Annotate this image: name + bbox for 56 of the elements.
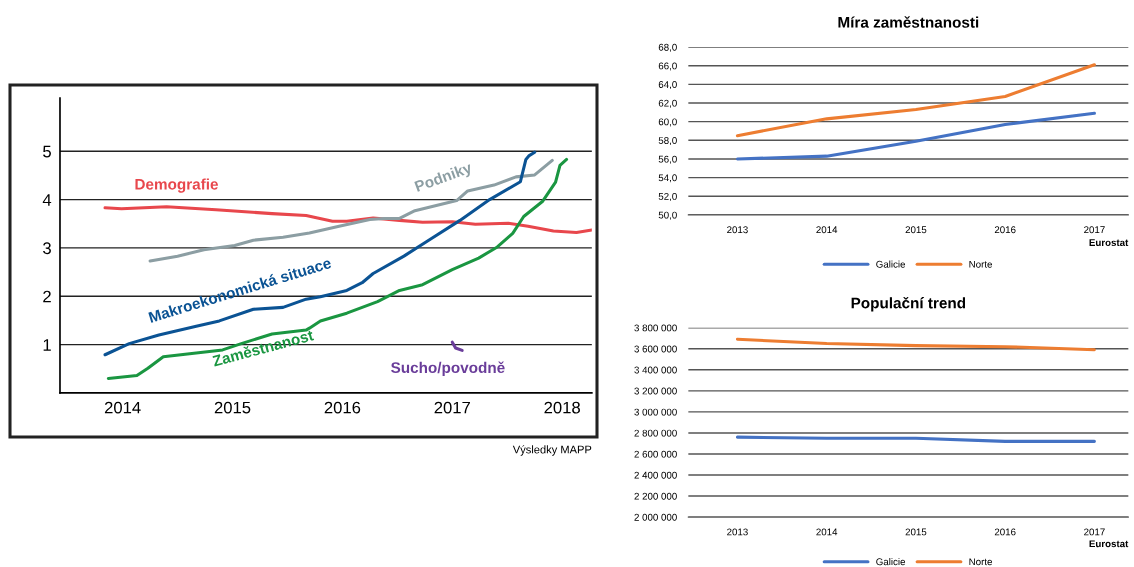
y-tick-label: 2 (43, 290, 51, 303)
line-series (106, 157, 569, 380)
line-series (103, 205, 592, 234)
y-tick-label: 2 800 000 (634, 429, 677, 437)
y-tick-label: 5 (43, 145, 51, 158)
y-tick-label: 56,0 (658, 155, 677, 164)
y-tick-label: 50,0 (658, 211, 677, 220)
legend-label: Galicie (876, 260, 906, 268)
x-tick-label: 2016 (994, 226, 1016, 234)
x-tick-label: 2015 (214, 401, 251, 414)
y-tick-label: 3 400 000 (634, 366, 677, 374)
x-tick-label: 2013 (727, 226, 748, 234)
x-tick-label: 2017 (1084, 528, 1105, 536)
y-tick-label: 66,0 (658, 62, 677, 71)
text: Eurostat (1089, 540, 1129, 548)
y-tick-label: 3 800 000 (634, 324, 677, 332)
y-tick-label: 62,0 (658, 99, 677, 108)
series-label: Demografie (135, 178, 218, 193)
y-tick-label: 2 200 000 (634, 492, 677, 500)
y-tick-label: 54,0 (658, 174, 677, 183)
line-series (735, 337, 1096, 352)
y-tick-label: 2 000 000 (634, 513, 677, 521)
x-tick-label: 2016 (324, 401, 361, 414)
x-tick-label: 2014 (816, 528, 838, 536)
line-series (735, 111, 1096, 161)
x-tick-label: 2014 (104, 401, 141, 414)
chart-title: Míra zaměstnanosti (838, 16, 979, 28)
y-tick-label: 2 400 000 (634, 471, 677, 479)
y-tick-label: 52,0 (658, 192, 677, 202)
series-label: Sucho/povodně (391, 361, 505, 377)
chart-title: Populační trend (851, 296, 966, 312)
x-tick-label: 2013 (727, 528, 748, 536)
y-tick-label: 3 (43, 242, 51, 255)
y-tick-label: 3 600 000 (634, 345, 677, 353)
y-tick-label: 1 (43, 339, 51, 351)
y-tick-label: 60,0 (658, 118, 677, 127)
y-tick-label: 2 600 000 (634, 450, 677, 458)
x-tick-label: 2018 (544, 401, 580, 414)
x-tick-label: 2017 (1084, 226, 1105, 234)
x-tick-label: 2015 (905, 528, 927, 536)
y-tick-label: 4 (42, 194, 52, 206)
line-series (735, 63, 1096, 138)
y-tick-label: 3 200 000 (634, 387, 677, 395)
x-tick-label: 2014 (816, 226, 838, 234)
legend-label: Norte (969, 558, 993, 566)
text: Eurostat (1089, 239, 1129, 247)
y-tick-label: 58,0 (658, 137, 677, 146)
y-tick-label: 64,0 (658, 81, 677, 90)
legend-label: Galicie (876, 558, 906, 566)
x-tick-label: 2015 (905, 226, 927, 234)
y-tick-label: 3 000 000 (634, 408, 677, 416)
x-tick-label: 2017 (434, 401, 470, 414)
y-tick-label: 68,0 (658, 43, 677, 52)
legend-label: Norte (969, 260, 993, 268)
x-tick-label: 2016 (994, 528, 1016, 536)
text: Výsledky MAPP (512, 445, 592, 456)
